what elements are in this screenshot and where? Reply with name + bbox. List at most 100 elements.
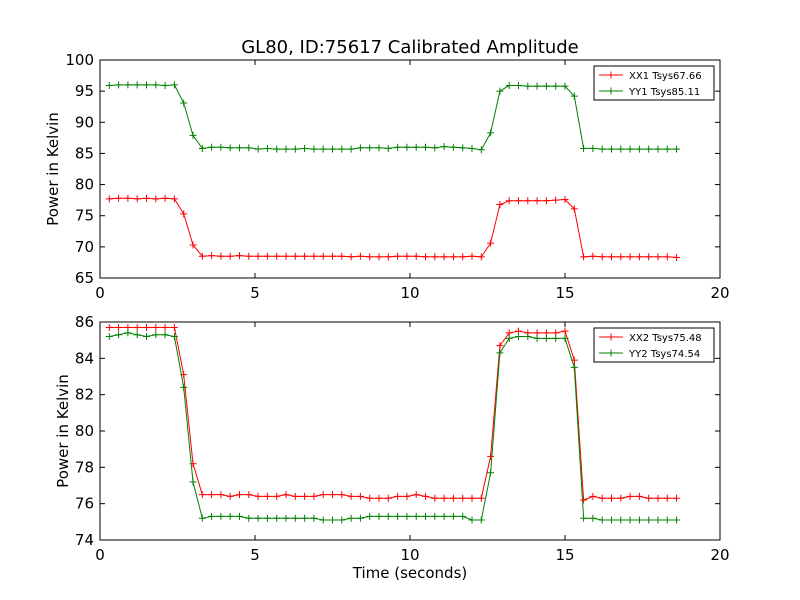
data-point	[477, 494, 485, 502]
data-point	[226, 512, 234, 520]
data-point	[394, 252, 402, 260]
data-point	[124, 329, 132, 337]
data-point	[143, 323, 150, 331]
y-tick-label: 70	[75, 238, 94, 256]
data-point	[487, 129, 495, 137]
data-point	[645, 253, 653, 261]
data-point	[338, 516, 346, 524]
x-tick-label: 5	[250, 546, 260, 564]
data-point	[561, 82, 569, 90]
top-panel: 0 5 10 15 20 65 70 75 80 85 90 95 100 Power in Kelvin…	[44, 51, 730, 302]
data-point	[217, 491, 225, 499]
data-point	[673, 253, 681, 261]
data-point	[338, 252, 346, 260]
data-point	[143, 333, 150, 341]
data-point	[570, 363, 578, 371]
data-point	[626, 253, 634, 261]
data-point	[663, 516, 671, 524]
data-point	[626, 145, 634, 153]
data-point	[608, 253, 615, 261]
data-point	[319, 145, 327, 153]
data-point	[449, 512, 457, 520]
data-point	[459, 512, 467, 520]
data-point	[347, 253, 355, 261]
y-tick-label: 74	[75, 531, 94, 549]
data-point	[515, 197, 522, 205]
data-point	[403, 143, 411, 151]
legend-2	[593, 327, 715, 363]
data-point	[422, 512, 429, 520]
data-point	[356, 144, 364, 152]
data-point	[263, 252, 271, 260]
data-point	[431, 144, 439, 152]
data-point	[263, 144, 271, 152]
data-point	[403, 252, 411, 260]
data-point	[375, 512, 383, 520]
data-point	[301, 492, 309, 500]
data-point	[524, 197, 532, 205]
y-axis-title-1: Power in Kelvin	[44, 112, 62, 226]
data-point	[561, 334, 569, 342]
data-point	[570, 92, 578, 100]
y-tick-label: 80	[75, 422, 94, 440]
x-tick-label: 0	[95, 284, 105, 302]
data-point	[589, 492, 597, 500]
data-point	[431, 253, 439, 261]
data-point	[440, 512, 448, 520]
data-point	[617, 516, 625, 524]
y-axis-title-2: Power in Kelvin	[54, 374, 72, 488]
data-point	[236, 512, 243, 520]
data-point	[329, 145, 336, 153]
data-point	[608, 145, 615, 153]
data-point	[115, 331, 123, 339]
x-tick-label: 0	[95, 546, 105, 564]
data-point	[347, 145, 355, 153]
data-point	[384, 494, 392, 502]
data-point	[254, 492, 262, 500]
data-point	[533, 334, 541, 342]
data-point	[617, 494, 625, 502]
data-point	[245, 491, 253, 499]
bottom-panel: 0 5 10 15 20 74 76 78 80 82 84 86 Power in Kelvin XX2…	[54, 313, 730, 564]
data-point	[533, 197, 541, 205]
data-point	[254, 514, 262, 522]
data-point	[431, 512, 439, 520]
data-point	[198, 252, 206, 260]
data-point	[366, 494, 374, 502]
data-point	[542, 197, 550, 205]
data-point	[654, 253, 662, 261]
data-point	[152, 331, 160, 339]
data-point	[608, 494, 615, 502]
data-point	[291, 145, 299, 153]
data-point	[635, 516, 643, 524]
data-point	[468, 144, 476, 152]
data-point	[338, 491, 346, 499]
data-point	[617, 145, 625, 153]
data-point	[208, 143, 216, 151]
data-point	[505, 197, 513, 205]
data-point	[524, 82, 532, 90]
x-tick-label: 5	[250, 284, 260, 302]
data-point	[496, 349, 504, 357]
data-point	[673, 516, 681, 524]
data-point	[180, 99, 188, 107]
x-tick-label: 15	[555, 284, 574, 302]
data-point	[133, 331, 141, 339]
data-point	[552, 196, 560, 204]
data-point	[366, 253, 374, 261]
data-point	[561, 327, 569, 335]
data-point	[245, 144, 253, 152]
data-point	[310, 492, 318, 500]
data-point	[496, 201, 504, 209]
y-tick-label: 82	[75, 386, 94, 404]
data-point	[133, 195, 141, 203]
data-point	[673, 145, 681, 153]
data-point	[524, 333, 532, 341]
data-point	[384, 512, 392, 520]
x-tick-label: 10	[400, 284, 419, 302]
data-point	[440, 494, 448, 502]
data-point	[635, 253, 643, 261]
legend-label: YY2 Tsys74.54	[628, 349, 700, 360]
data-point	[580, 253, 588, 261]
